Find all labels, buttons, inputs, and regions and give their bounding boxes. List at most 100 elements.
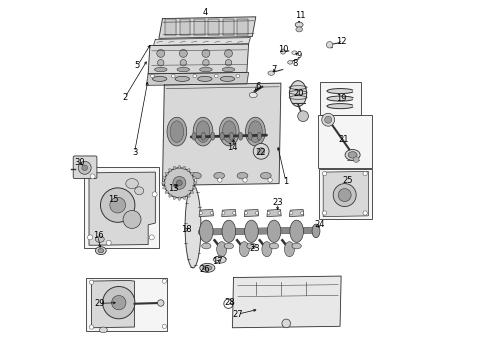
Ellipse shape (222, 121, 236, 142)
Circle shape (123, 211, 141, 228)
Ellipse shape (165, 172, 168, 175)
Polygon shape (166, 19, 176, 35)
Ellipse shape (327, 104, 354, 109)
Ellipse shape (239, 132, 243, 140)
Text: 11: 11 (294, 11, 305, 20)
Ellipse shape (98, 248, 104, 253)
Text: 7: 7 (272, 65, 277, 74)
Circle shape (333, 184, 356, 207)
Text: 17: 17 (212, 257, 222, 266)
Ellipse shape (348, 152, 357, 158)
Ellipse shape (196, 121, 210, 142)
Text: 10: 10 (278, 45, 289, 54)
Circle shape (162, 324, 167, 328)
Text: 29: 29 (95, 299, 105, 308)
Ellipse shape (178, 165, 181, 169)
Circle shape (90, 174, 95, 179)
Circle shape (236, 74, 240, 78)
Ellipse shape (169, 194, 171, 197)
Ellipse shape (220, 117, 239, 146)
Ellipse shape (199, 67, 212, 72)
Ellipse shape (191, 172, 194, 175)
Ellipse shape (201, 243, 211, 249)
Ellipse shape (187, 194, 190, 197)
Ellipse shape (220, 76, 235, 81)
Circle shape (258, 148, 265, 155)
Ellipse shape (183, 166, 186, 170)
Polygon shape (221, 210, 236, 217)
FancyBboxPatch shape (73, 156, 97, 179)
Circle shape (78, 161, 91, 174)
Ellipse shape (95, 236, 104, 242)
Circle shape (298, 111, 309, 122)
Text: 27: 27 (233, 310, 243, 319)
Circle shape (199, 212, 202, 215)
Ellipse shape (175, 76, 190, 81)
Circle shape (152, 192, 157, 197)
Ellipse shape (173, 166, 176, 170)
Ellipse shape (290, 220, 303, 242)
Text: 14: 14 (227, 143, 238, 152)
Ellipse shape (292, 51, 297, 54)
Circle shape (88, 235, 93, 240)
Circle shape (176, 180, 182, 186)
Circle shape (100, 188, 135, 222)
Ellipse shape (163, 177, 166, 179)
Text: 16: 16 (93, 231, 103, 240)
Ellipse shape (162, 181, 166, 184)
Ellipse shape (167, 117, 187, 146)
Ellipse shape (312, 224, 320, 238)
Circle shape (353, 157, 359, 162)
Ellipse shape (288, 60, 293, 64)
Ellipse shape (249, 92, 257, 98)
Ellipse shape (152, 76, 167, 81)
Ellipse shape (327, 96, 354, 101)
Ellipse shape (170, 121, 184, 142)
Circle shape (112, 296, 126, 310)
Ellipse shape (193, 117, 213, 146)
Ellipse shape (268, 71, 274, 75)
Polygon shape (208, 19, 219, 35)
Ellipse shape (194, 181, 197, 184)
Ellipse shape (247, 243, 256, 249)
Polygon shape (245, 210, 259, 217)
Circle shape (173, 176, 186, 189)
Circle shape (106, 240, 111, 245)
Circle shape (164, 168, 195, 198)
Text: 23: 23 (272, 198, 283, 207)
Ellipse shape (214, 172, 224, 179)
Ellipse shape (224, 243, 234, 249)
Circle shape (245, 212, 247, 215)
Bar (84, 167, 159, 248)
Polygon shape (159, 17, 256, 39)
Polygon shape (153, 38, 250, 45)
Ellipse shape (183, 196, 186, 200)
Ellipse shape (200, 264, 215, 273)
Ellipse shape (222, 220, 236, 242)
Ellipse shape (217, 242, 227, 257)
Ellipse shape (193, 177, 196, 179)
Text: 13: 13 (168, 184, 178, 193)
Circle shape (267, 212, 270, 215)
Ellipse shape (237, 172, 248, 179)
Ellipse shape (222, 67, 235, 72)
Ellipse shape (267, 220, 281, 242)
Circle shape (326, 41, 333, 48)
Bar (87, 278, 167, 331)
Circle shape (278, 212, 281, 215)
Ellipse shape (220, 132, 224, 140)
Circle shape (282, 319, 291, 328)
Circle shape (168, 178, 172, 182)
Circle shape (222, 212, 225, 215)
Ellipse shape (296, 27, 302, 32)
Ellipse shape (163, 186, 166, 189)
Ellipse shape (270, 243, 279, 249)
Circle shape (82, 165, 88, 171)
Text: 6: 6 (255, 82, 261, 91)
Ellipse shape (229, 132, 234, 140)
Circle shape (162, 279, 167, 283)
Ellipse shape (225, 59, 232, 66)
Circle shape (215, 74, 218, 78)
Ellipse shape (262, 242, 272, 257)
Text: 28: 28 (224, 298, 235, 307)
